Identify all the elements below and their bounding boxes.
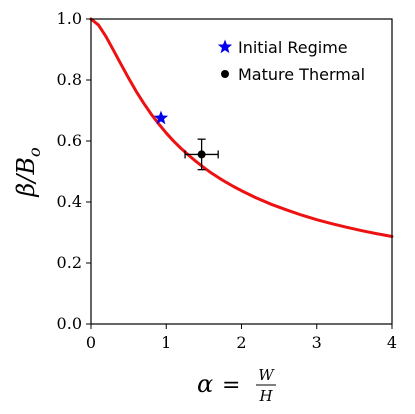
y-tick-label: 0.2 xyxy=(57,253,82,272)
y-axis-title-sub: o xyxy=(25,147,44,157)
x-tick-label: 4 xyxy=(387,333,397,352)
legend: Initial Regime Mature Thermal xyxy=(217,38,365,84)
y-tick-label: 0.6 xyxy=(57,131,82,150)
y-axis-title-text: β/Bo xyxy=(12,147,44,197)
star-marker xyxy=(153,110,169,125)
x-axis-title-eq: = xyxy=(222,373,240,398)
x-axis-title: α = W H xyxy=(197,366,276,405)
curves-layer xyxy=(89,17,394,238)
y-axis-title-main: β/B xyxy=(12,157,40,198)
x-tick-label: 1 xyxy=(161,333,171,352)
legend-label: Initial Regime xyxy=(238,38,348,57)
y-axis-title: β/Bo xyxy=(12,147,44,197)
y-tick-label: 1.0 xyxy=(57,9,82,28)
y-tick-label: 0.0 xyxy=(57,314,82,333)
x-axis-title-num: W xyxy=(258,366,275,384)
circle-marker xyxy=(197,150,206,159)
x-tick-label: 0 xyxy=(86,333,96,352)
y-tick-label: 0.8 xyxy=(57,70,82,89)
markers-layer xyxy=(153,110,219,171)
legend-label: Mature Thermal xyxy=(238,65,365,84)
x-axis-title-lhs: α xyxy=(197,370,213,398)
legend-star-marker xyxy=(217,39,233,54)
x-tick-label: 3 xyxy=(312,333,322,352)
x-axis-title-den: H xyxy=(258,387,273,405)
series-line xyxy=(89,17,394,238)
y-tick-label: 0.4 xyxy=(57,192,82,211)
x-axis-ticks: 0 1 2 3 4 xyxy=(86,324,397,352)
legend-circle-marker xyxy=(221,70,229,78)
y-axis-ticks: 0.0 0.2 0.4 0.6 0.8 1.0 xyxy=(57,9,91,333)
plot-area xyxy=(91,19,392,324)
x-tick-label: 2 xyxy=(236,333,246,352)
